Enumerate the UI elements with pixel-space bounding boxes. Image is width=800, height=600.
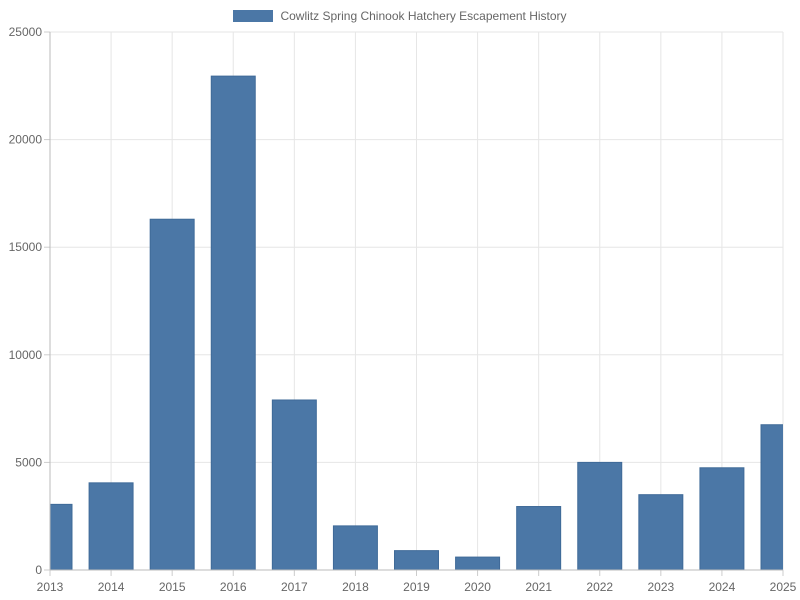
x-tick-label: 2016	[220, 580, 247, 594]
x-tick-label: 2021	[525, 580, 552, 594]
x-tick-label: 2013	[37, 580, 64, 594]
y-tick-label: 5000	[15, 455, 42, 469]
bar-2024	[699, 467, 745, 570]
legend-swatch	[233, 10, 274, 22]
x-tick-label: 2023	[647, 580, 674, 594]
y-tick-label: 15000	[9, 240, 43, 254]
x-tick-label: 2019	[403, 580, 430, 594]
x-tick-label: 2015	[159, 580, 186, 594]
y-tick-label: 0	[35, 563, 42, 577]
x-tick-label: 2024	[709, 580, 736, 594]
x-tick-label: 2018	[342, 580, 369, 594]
x-tick-label: 2022	[586, 580, 613, 594]
bar-2016	[210, 75, 256, 570]
chart-legend[interactable]: Cowlitz Spring Chinook Hatchery Escapeme…	[0, 7, 800, 25]
bar-2017	[271, 399, 317, 570]
legend-label: Cowlitz Spring Chinook Hatchery Escapeme…	[280, 9, 567, 23]
bar-2015	[149, 218, 195, 570]
bars	[50, 75, 783, 570]
bar-2018	[332, 525, 378, 570]
x-tick-label: 2025	[770, 580, 797, 594]
tick-labels: 0 5000 10000 15000 20000 25000 2013 2014 2015 201…	[9, 25, 797, 594]
bar-2020	[455, 556, 501, 570]
y-tick-label: 10000	[9, 348, 43, 362]
x-tick-label: 2014	[98, 580, 125, 594]
bar-2022	[577, 461, 623, 570]
axes	[44, 31, 784, 576]
x-tick-label: 2020	[464, 580, 491, 594]
bar-2019	[394, 550, 439, 570]
y-tick-label: 20000	[9, 133, 43, 147]
bar-2021	[516, 506, 562, 570]
bar-2025	[760, 424, 783, 570]
x-tick-label: 2017	[281, 580, 308, 594]
bar-2023	[638, 494, 684, 570]
bar-2013	[50, 503, 73, 570]
bar-2014	[88, 482, 134, 570]
y-tick-label: 25000	[9, 25, 43, 39]
